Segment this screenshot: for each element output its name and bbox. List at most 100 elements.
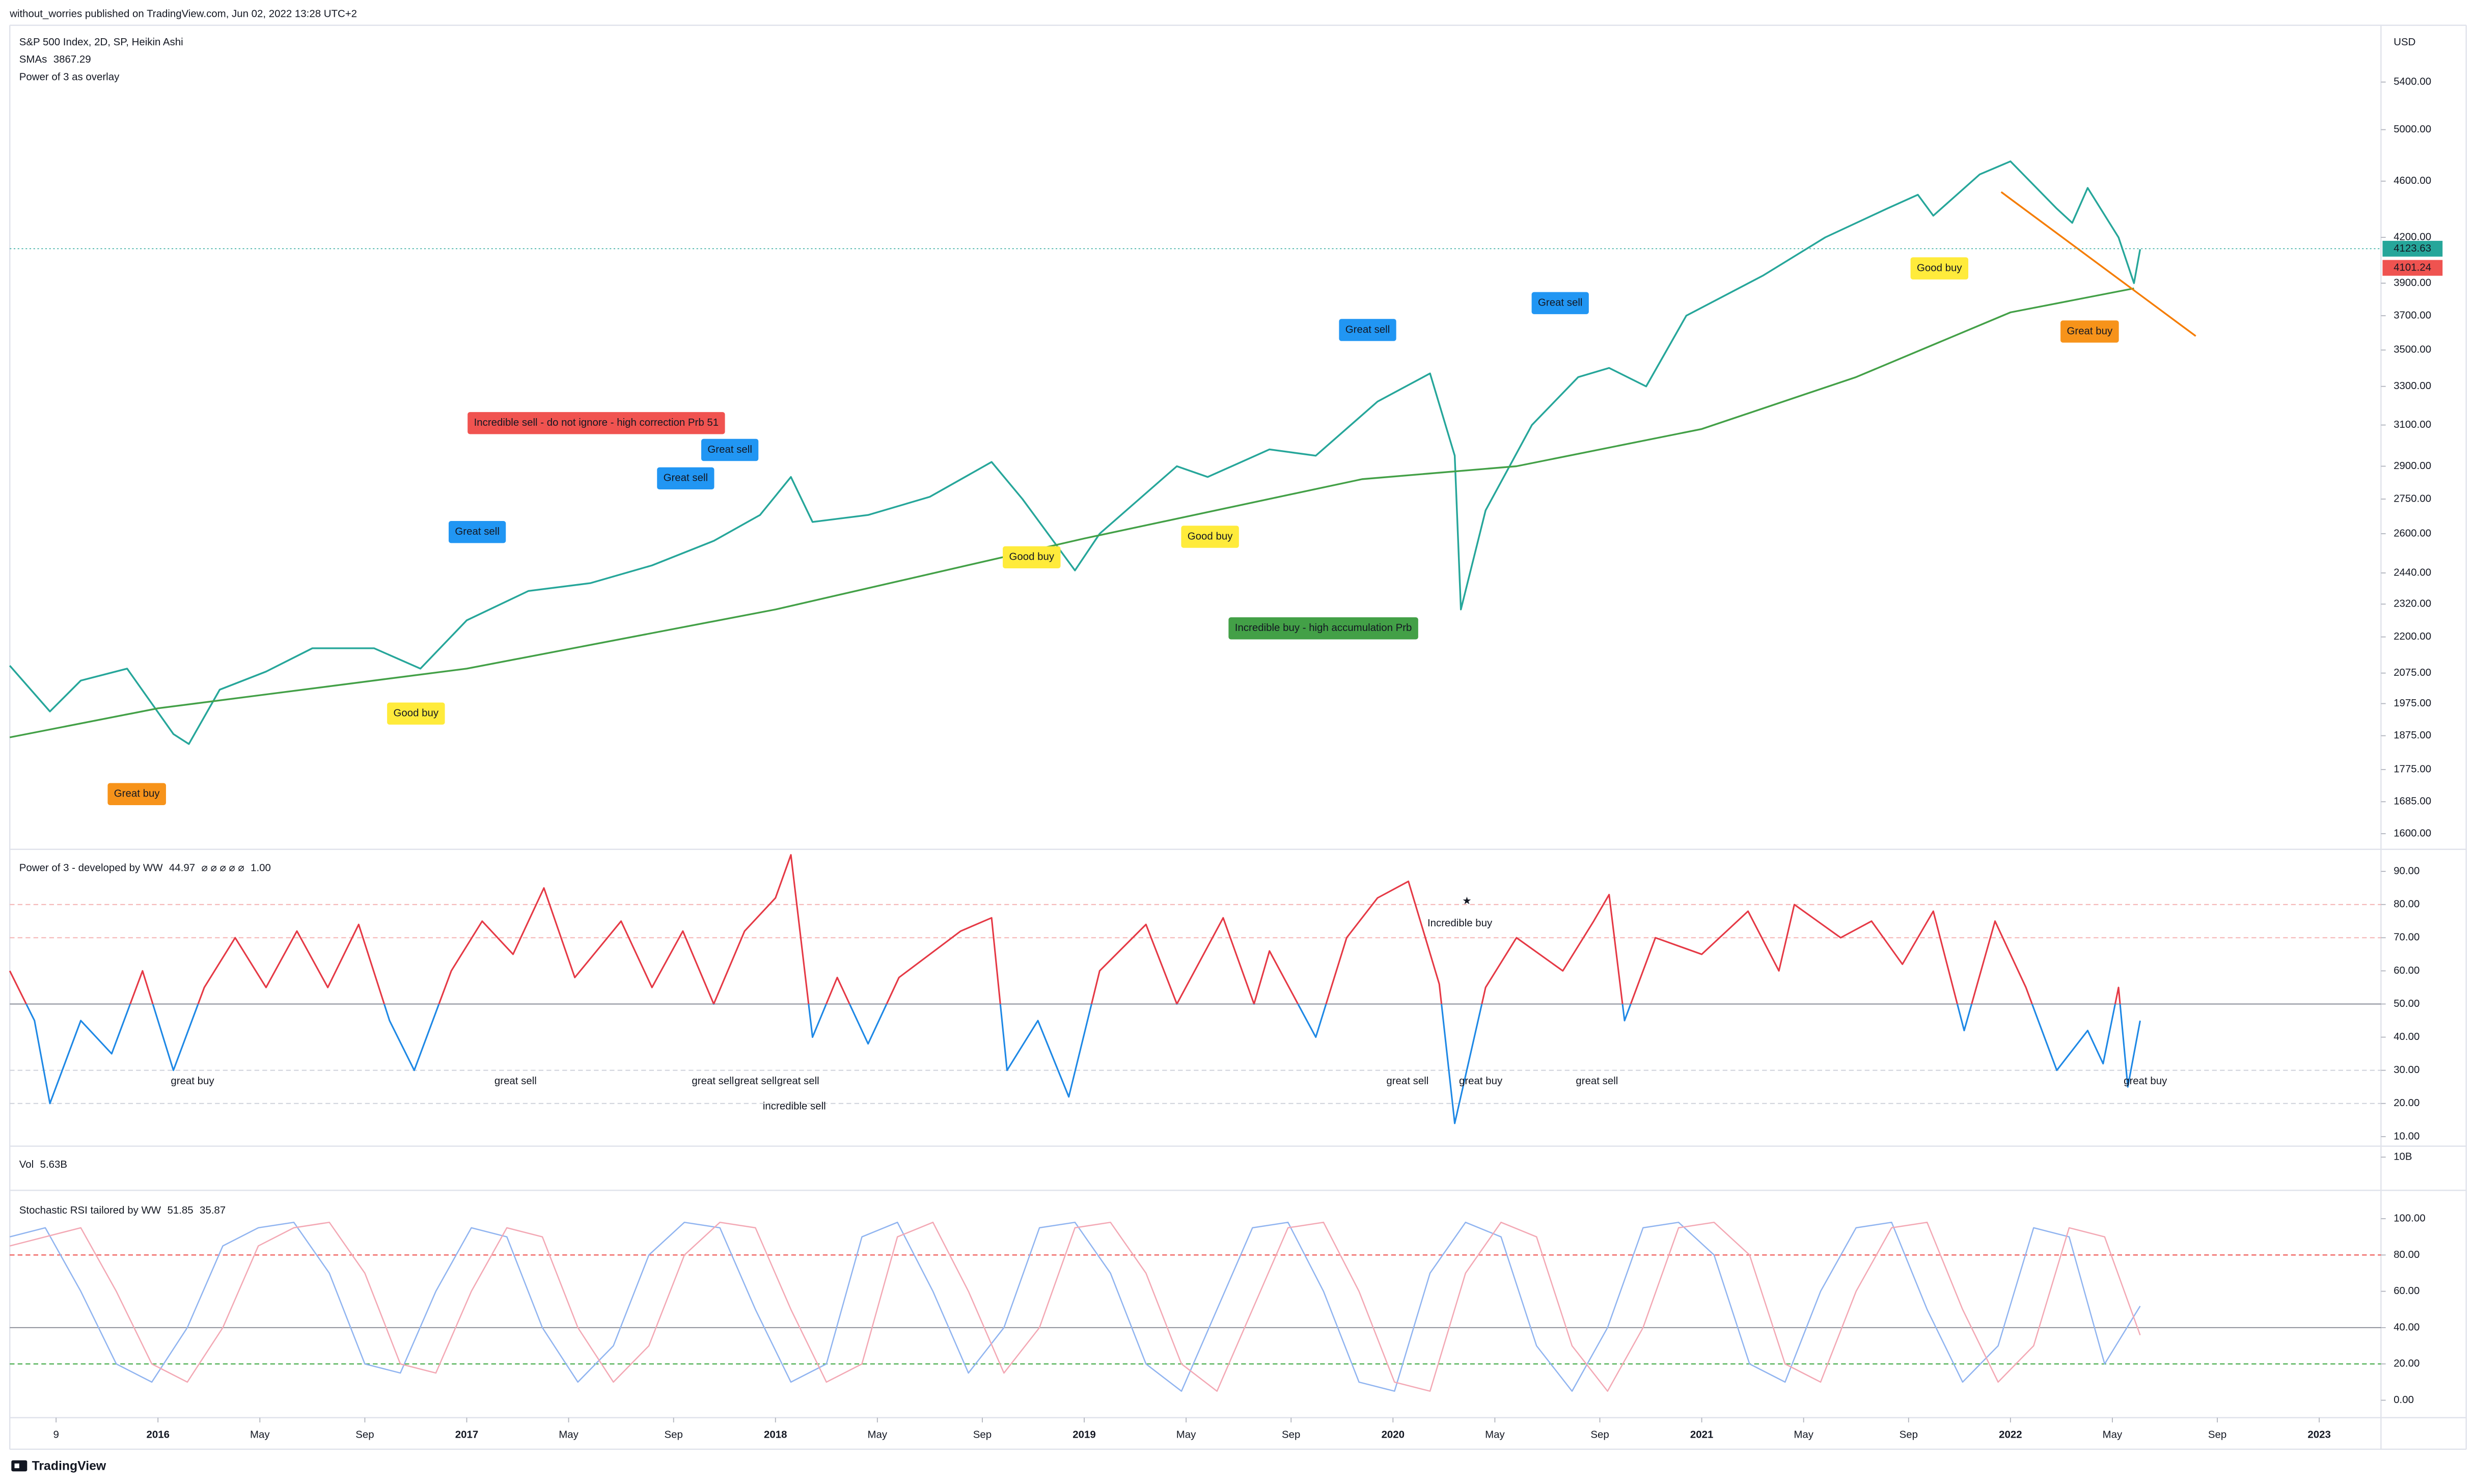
annotation-text: Incredible buy - high accumulation Prb xyxy=(1235,622,1412,634)
y-tick-label: 60.00 xyxy=(2394,965,2419,976)
annotation-box xyxy=(1339,319,1396,341)
y-tick-label: 3300.00 xyxy=(2394,380,2431,392)
price-label: 4101.24 xyxy=(2394,261,2431,273)
annotation-text: Incredible sell - do not ignore - high c… xyxy=(474,417,719,428)
y-tick-label: 3900.00 xyxy=(2394,277,2431,288)
annotation-box xyxy=(657,467,714,489)
y-tick-label: 0.00 xyxy=(2394,1394,2414,1406)
annotation-text: great sell xyxy=(494,1075,537,1087)
y-tick-label: 90.00 xyxy=(2394,865,2419,877)
annotation-box xyxy=(1531,292,1589,314)
annotation-box xyxy=(1181,526,1239,548)
annotation-box xyxy=(701,438,759,461)
annotation-box xyxy=(2060,320,2119,343)
brand: TradingView xyxy=(32,1459,106,1473)
series-line xyxy=(9,1221,2141,1392)
y-tick-label: 5000.00 xyxy=(2394,123,2431,135)
y-tick-label: 1775.00 xyxy=(2394,763,2431,775)
x-tick-label: 2018 xyxy=(764,1428,787,1440)
annotation-text: incredible sell xyxy=(763,1101,826,1112)
series-line xyxy=(9,854,2141,1124)
annotation-text: ★ xyxy=(1462,895,1471,907)
annotation-box xyxy=(107,783,166,805)
x-tick-label: 2019 xyxy=(1072,1428,1095,1440)
annotation-text: Great sell xyxy=(1538,297,1582,309)
annotation-box xyxy=(1910,257,1969,280)
legend-text: Vol xyxy=(19,1159,34,1170)
legend-text: S&P 500 Index, 2D, SP, Heikin Ashi xyxy=(19,36,183,48)
y-tick-label: 1600.00 xyxy=(2394,827,2431,839)
y-tick-label: 10B xyxy=(2394,1151,2412,1163)
y-tick-label: 100.00 xyxy=(2394,1212,2426,1224)
x-tick-label: 2022 xyxy=(1999,1428,2022,1440)
x-tick-label: Sep xyxy=(2208,1428,2226,1440)
y-tick-label: 50.00 xyxy=(2394,998,2419,1009)
tradingview-logo xyxy=(11,1460,27,1472)
x-tick-label: May xyxy=(1485,1428,1505,1440)
price-label-bg xyxy=(2382,260,2443,276)
x-tick-label: May xyxy=(559,1428,579,1440)
y-tick-label: 5400.00 xyxy=(2394,76,2431,88)
annotation-box xyxy=(449,521,506,543)
annotation-text: great sell xyxy=(1386,1075,1428,1087)
y-tick-label: 2440.00 xyxy=(2394,566,2431,578)
x-tick-label: Sep xyxy=(973,1428,992,1440)
y-tick-label: 80.00 xyxy=(2394,898,2419,910)
y-tick-label: 3500.00 xyxy=(2394,344,2431,355)
annotation-text: Great buy xyxy=(114,788,160,800)
x-tick-label: 9 xyxy=(53,1428,59,1440)
annotation-text: great sell xyxy=(1576,1075,1618,1087)
y-tick-label: 2900.00 xyxy=(2394,460,2431,472)
x-tick-label: Sep xyxy=(1900,1428,1918,1440)
annotation-text: Good buy xyxy=(1188,530,1233,542)
annotation-box xyxy=(1003,546,1061,568)
y-tick-label: 4200.00 xyxy=(2394,231,2431,243)
series-line xyxy=(9,287,2134,738)
y-tick-label: 40.00 xyxy=(2394,1031,2419,1042)
y-tick-label: 3100.00 xyxy=(2394,419,2431,430)
y-tick-label: 20.00 xyxy=(2394,1097,2419,1109)
legend-text: SMAs xyxy=(19,53,47,65)
subtitle: Power of 3 as overlay xyxy=(19,71,120,83)
x-tick-label: May xyxy=(2103,1428,2123,1440)
annotation-text: great buy xyxy=(171,1075,214,1087)
annotation-text: Great sell xyxy=(707,444,752,455)
legend-text: 44.97 xyxy=(169,862,195,873)
x-tick-label: 2016 xyxy=(146,1428,169,1440)
x-tick-label: Sep xyxy=(665,1428,683,1440)
y-tick-label: 70.00 xyxy=(2394,931,2419,943)
x-tick-label: May xyxy=(1794,1428,1813,1440)
annotation-text: Great sell xyxy=(455,526,499,537)
legend-text: 35.87 xyxy=(200,1204,226,1216)
y-tick-label: 80.00 xyxy=(2394,1249,2419,1260)
x-tick-label: 2021 xyxy=(1690,1428,1713,1440)
y-tick-label: 30.00 xyxy=(2394,1064,2419,1076)
x-tick-label: May xyxy=(250,1428,270,1440)
annotation-text: Great buy xyxy=(2067,325,2113,337)
y-tick-label: 2200.00 xyxy=(2394,630,2431,642)
y-tick-label: 10.00 xyxy=(2394,1130,2419,1142)
trend-line xyxy=(2000,191,2196,337)
legend-text: 5.63B xyxy=(40,1159,67,1170)
y-tick-label: 40.00 xyxy=(2394,1321,2419,1333)
annotation-text: Good buy xyxy=(1917,262,1962,273)
y-tick-label: 20.00 xyxy=(2394,1358,2419,1369)
y-tick-label: 2750.00 xyxy=(2394,492,2431,504)
x-tick-label: Sep xyxy=(1282,1428,1300,1440)
y-tick-label: 3700.00 xyxy=(2394,309,2431,321)
annotation-text: great buy xyxy=(1459,1075,1503,1087)
y-tick-label: 1685.00 xyxy=(2394,795,2431,807)
x-tick-label: May xyxy=(1176,1428,1196,1440)
y-tick-label: 2320.00 xyxy=(2394,598,2431,610)
y-tick-label: 1875.00 xyxy=(2394,729,2431,741)
x-tick-label: Sep xyxy=(1590,1428,1609,1440)
legend-text: 3867.29 xyxy=(53,53,91,65)
annotation-text: Great sell xyxy=(664,472,708,484)
legend-text: ⌀ ⌀ ⌀ ⌀ ⌀ xyxy=(201,862,244,873)
annotation-text: great buy xyxy=(2124,1075,2167,1087)
price-label: 4123.63 xyxy=(2394,242,2431,254)
annotation-text: Great sell xyxy=(1345,323,1390,335)
legend-text: Stochastic RSI tailored by WW xyxy=(19,1204,161,1216)
